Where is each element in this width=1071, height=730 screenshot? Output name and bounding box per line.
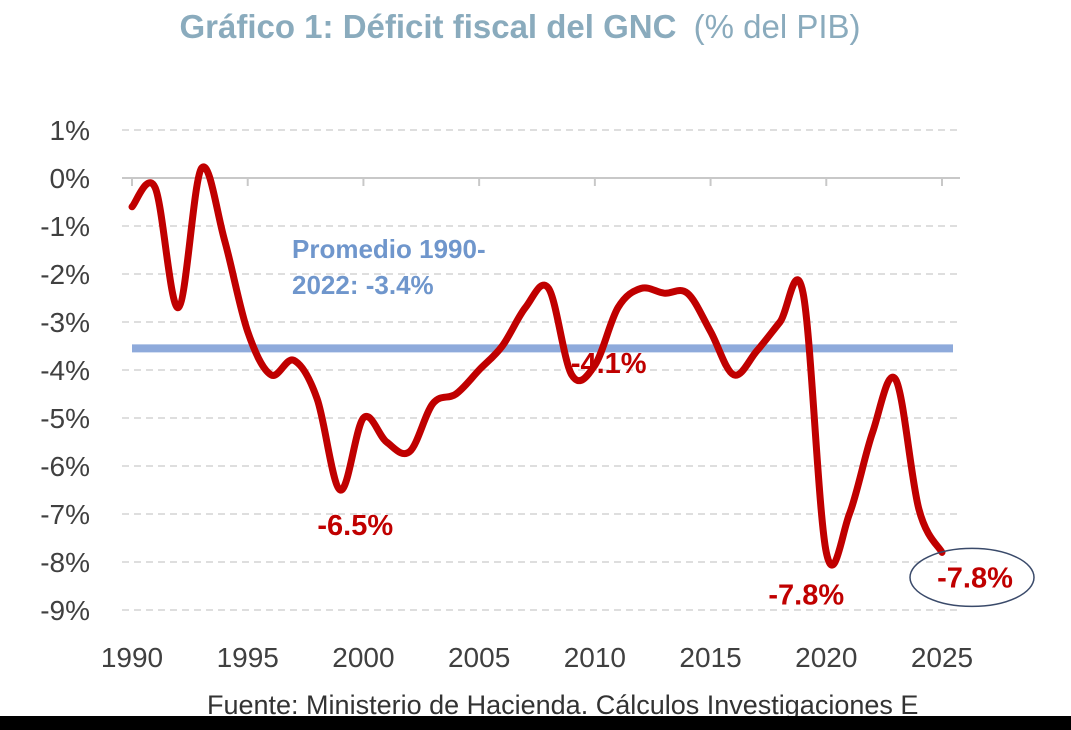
x-tick-label: 2005 — [448, 642, 510, 673]
annotation-circle — [909, 547, 1035, 608]
bottom-edge-bar — [0, 716, 1071, 730]
x-axis-ticks: 1990 1995 2000 2005 2010 2015 2020 2025 — [101, 178, 973, 673]
y-tick-label: 0% — [50, 163, 90, 194]
x-tick-label: 2020 — [795, 642, 857, 673]
source-note: Fuente: Ministerio de Hacienda. Cálculos… — [207, 690, 918, 720]
annotation-label: -7.8% — [768, 579, 844, 611]
deficit-series-line — [128, 163, 946, 569]
x-tick-label: 2015 — [679, 642, 741, 673]
y-tick-label: -9% — [40, 595, 90, 626]
y-tick-label: -3% — [40, 307, 90, 338]
average-label-line-2: 2022: -3.4% — [292, 270, 434, 300]
x-tick-label: 1990 — [101, 642, 163, 673]
x-tick-label: 2025 — [911, 642, 973, 673]
annotation-label: -7.8% — [937, 562, 1013, 594]
x-tick-label: 2010 — [564, 642, 626, 673]
annotation-label: -6.5% — [317, 510, 393, 542]
annotation-label: -4.1% — [571, 348, 647, 380]
y-tick-label: -6% — [40, 451, 90, 482]
chart-title: Gráfico 1: Déficit fiscal del GNC (% del… — [179, 8, 860, 45]
y-axis-ticks: 1% 0% -1% -2% -3% -4% -5% -6% -7% -8% -9% — [40, 115, 90, 626]
grid-lines — [122, 129, 960, 611]
y-tick-label: 1% — [50, 115, 90, 146]
y-tick-label: -7% — [40, 499, 90, 530]
x-tick-label: 1995 — [217, 642, 279, 673]
data-annotations: -6.5% -4.1% -7.8% -7.8% — [317, 348, 1035, 611]
chart-title-suffix: (% del PIB) — [694, 8, 861, 45]
y-tick-label: -4% — [40, 355, 90, 386]
y-tick-label: -1% — [40, 211, 90, 242]
y-tick-label: -2% — [40, 259, 90, 290]
chart-title-main: Gráfico 1: Déficit fiscal del GNC — [179, 8, 676, 45]
y-tick-label: -8% — [40, 547, 90, 578]
average-label-line-1: Promedio 1990- — [292, 234, 486, 264]
y-tick-label: -5% — [40, 403, 90, 434]
x-tick-label: 2000 — [332, 642, 394, 673]
